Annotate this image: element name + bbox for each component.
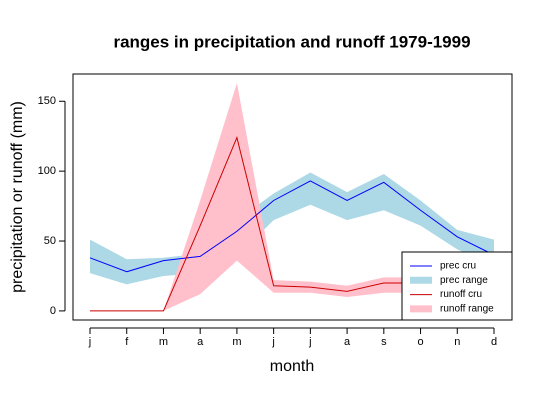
y-tick-label: 150 <box>38 95 56 107</box>
x-tick-label: o <box>417 336 423 348</box>
legend: prec cru prec range runoff cru runoff range <box>401 251 513 321</box>
x-tick-label: j <box>308 336 311 348</box>
y-tick-label: 100 <box>38 165 56 177</box>
x-axis-title: month <box>270 358 314 375</box>
y-axis-title: precipitation or runoff (mm) <box>9 101 26 293</box>
plot-frame <box>72 73 513 321</box>
legend-label: prec range <box>440 275 488 286</box>
x-tick-label: a <box>197 336 204 348</box>
x-tick-label: s <box>381 336 387 348</box>
y-tick-label: 50 <box>44 235 56 247</box>
legend-label: runoff cru <box>440 289 482 300</box>
x-tick-label: f <box>125 336 129 348</box>
data-line <box>89 180 495 273</box>
legend-label: prec cru <box>440 261 476 272</box>
x-tick-label: j <box>271 336 274 348</box>
x-tick-label: j <box>88 336 91 348</box>
x-tick-label: d <box>491 336 497 348</box>
x-tick-label: m <box>159 336 168 348</box>
chart-title: ranges in precipitation and runoff 1979-… <box>113 32 470 51</box>
x-tick-label: a <box>344 336 351 348</box>
legend-label: runoff range <box>440 304 494 315</box>
x-tick-label: n <box>454 336 460 348</box>
range-band <box>90 83 494 311</box>
y-tick-label: 0 <box>50 305 56 317</box>
x-tick-label: m <box>232 336 241 348</box>
